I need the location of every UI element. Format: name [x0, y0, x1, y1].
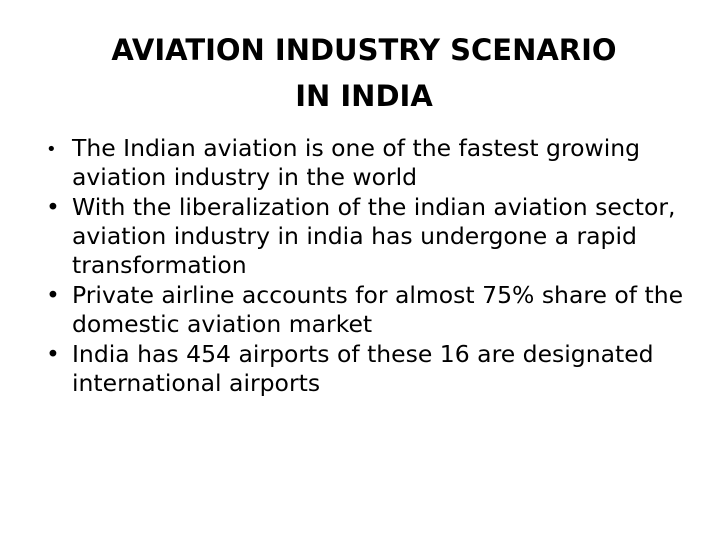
bullet-text-2: With the liberalization of the indian av…	[72, 193, 676, 279]
slide-title-line-2: IN INDIA	[295, 79, 433, 113]
bullet-text-3: Private airline accounts for almost 75% …	[72, 281, 684, 338]
bullet-dot-3: •	[46, 281, 60, 309]
bullet-item-4: • India has 454 airports of these 16 are…	[46, 340, 686, 398]
bullet-item-1: • The Indian aviation is one of the fast…	[46, 134, 686, 192]
bullet-item-3: • Private airline accounts for almost 75…	[46, 281, 686, 339]
slide-title-line-1: AVIATION INDUSTRY SCENARIO	[111, 33, 617, 67]
bullet-dot-2: •	[46, 193, 60, 221]
bullet-dot-1: •	[46, 139, 57, 160]
bullet-dot-4: •	[46, 340, 60, 368]
bullet-text-4: India has 454 airports of these 16 are d…	[72, 340, 654, 397]
bullet-item-2: • With the liberalization of the indian …	[46, 193, 686, 280]
bullet-list: • The Indian aviation is one of the fast…	[46, 134, 686, 399]
bullet-text-1: The Indian aviation is one of the fastes…	[72, 134, 641, 191]
slide-title: AVIATION INDUSTRY SCENARIO IN INDIA	[36, 27, 692, 119]
